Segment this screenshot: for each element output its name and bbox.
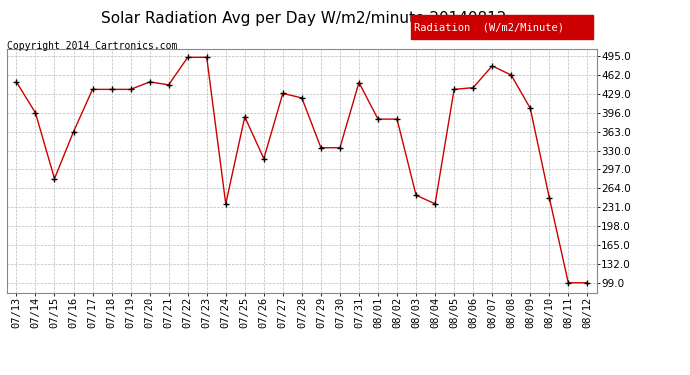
Radiation  (W/m2/Minute) — [164, 82, 172, 87]
Radiation  (W/m2/Minute) — [545, 195, 553, 200]
Radiation  (W/m2/Minute) — [203, 55, 211, 60]
Radiation  (W/m2/Minute) — [31, 111, 39, 115]
Radiation  (W/m2/Minute) — [355, 80, 363, 85]
Line: Radiation  (W/m2/Minute): Radiation (W/m2/Minute) — [14, 54, 590, 285]
Radiation  (W/m2/Minute) — [184, 55, 192, 60]
Radiation  (W/m2/Minute) — [393, 117, 401, 122]
Radiation  (W/m2/Minute) — [88, 87, 97, 92]
Radiation  (W/m2/Minute) — [450, 87, 458, 92]
Radiation  (W/m2/Minute) — [70, 129, 78, 134]
Text: Copyright 2014 Cartronics.com: Copyright 2014 Cartronics.com — [7, 41, 177, 51]
Radiation  (W/m2/Minute) — [12, 80, 21, 84]
Radiation  (W/m2/Minute) — [146, 80, 154, 84]
Radiation  (W/m2/Minute) — [50, 176, 59, 181]
Radiation  (W/m2/Minute) — [412, 193, 420, 198]
Radiation  (W/m2/Minute) — [126, 87, 135, 92]
Radiation  (W/m2/Minute) — [431, 201, 440, 206]
Radiation  (W/m2/Minute) — [583, 280, 591, 285]
Radiation  (W/m2/Minute) — [507, 73, 515, 77]
Radiation  (W/m2/Minute) — [374, 117, 382, 122]
Radiation  (W/m2/Minute) — [221, 201, 230, 206]
Radiation  (W/m2/Minute) — [241, 115, 249, 119]
Radiation  (W/m2/Minute) — [108, 87, 116, 92]
Radiation  (W/m2/Minute) — [526, 106, 534, 111]
Radiation  (W/m2/Minute) — [259, 156, 268, 161]
Radiation  (W/m2/Minute) — [469, 86, 477, 90]
Text: Solar Radiation Avg per Day W/m2/minute 20140812: Solar Radiation Avg per Day W/m2/minute … — [101, 11, 506, 26]
Radiation  (W/m2/Minute) — [488, 64, 496, 68]
Text: Radiation  (W/m2/Minute): Radiation (W/m2/Minute) — [414, 22, 564, 32]
Radiation  (W/m2/Minute) — [336, 146, 344, 150]
Radiation  (W/m2/Minute) — [298, 96, 306, 100]
Radiation  (W/m2/Minute) — [279, 91, 287, 96]
Radiation  (W/m2/Minute) — [564, 280, 573, 285]
Radiation  (W/m2/Minute) — [317, 146, 325, 150]
